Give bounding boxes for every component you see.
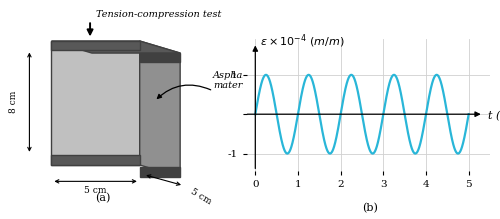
Polygon shape <box>52 41 140 165</box>
Text: 5 cm: 5 cm <box>84 186 107 195</box>
Polygon shape <box>140 167 180 177</box>
Polygon shape <box>52 41 140 50</box>
Polygon shape <box>52 41 180 53</box>
Text: Tension-compression test: Tension-compression test <box>96 10 221 19</box>
Text: (b): (b) <box>362 203 378 214</box>
Text: 5 cm: 5 cm <box>190 187 214 206</box>
Polygon shape <box>140 53 180 62</box>
Polygon shape <box>52 155 140 165</box>
Text: t (s): t (s) <box>488 111 500 121</box>
Text: (a): (a) <box>96 193 110 203</box>
Text: 8 cm: 8 cm <box>10 91 18 113</box>
Text: Asphalt
material: Asphalt material <box>213 71 254 90</box>
Text: $\varepsilon \times 10^{-4}\ (m/m)$: $\varepsilon \times 10^{-4}\ (m/m)$ <box>260 33 345 50</box>
Polygon shape <box>140 41 180 177</box>
